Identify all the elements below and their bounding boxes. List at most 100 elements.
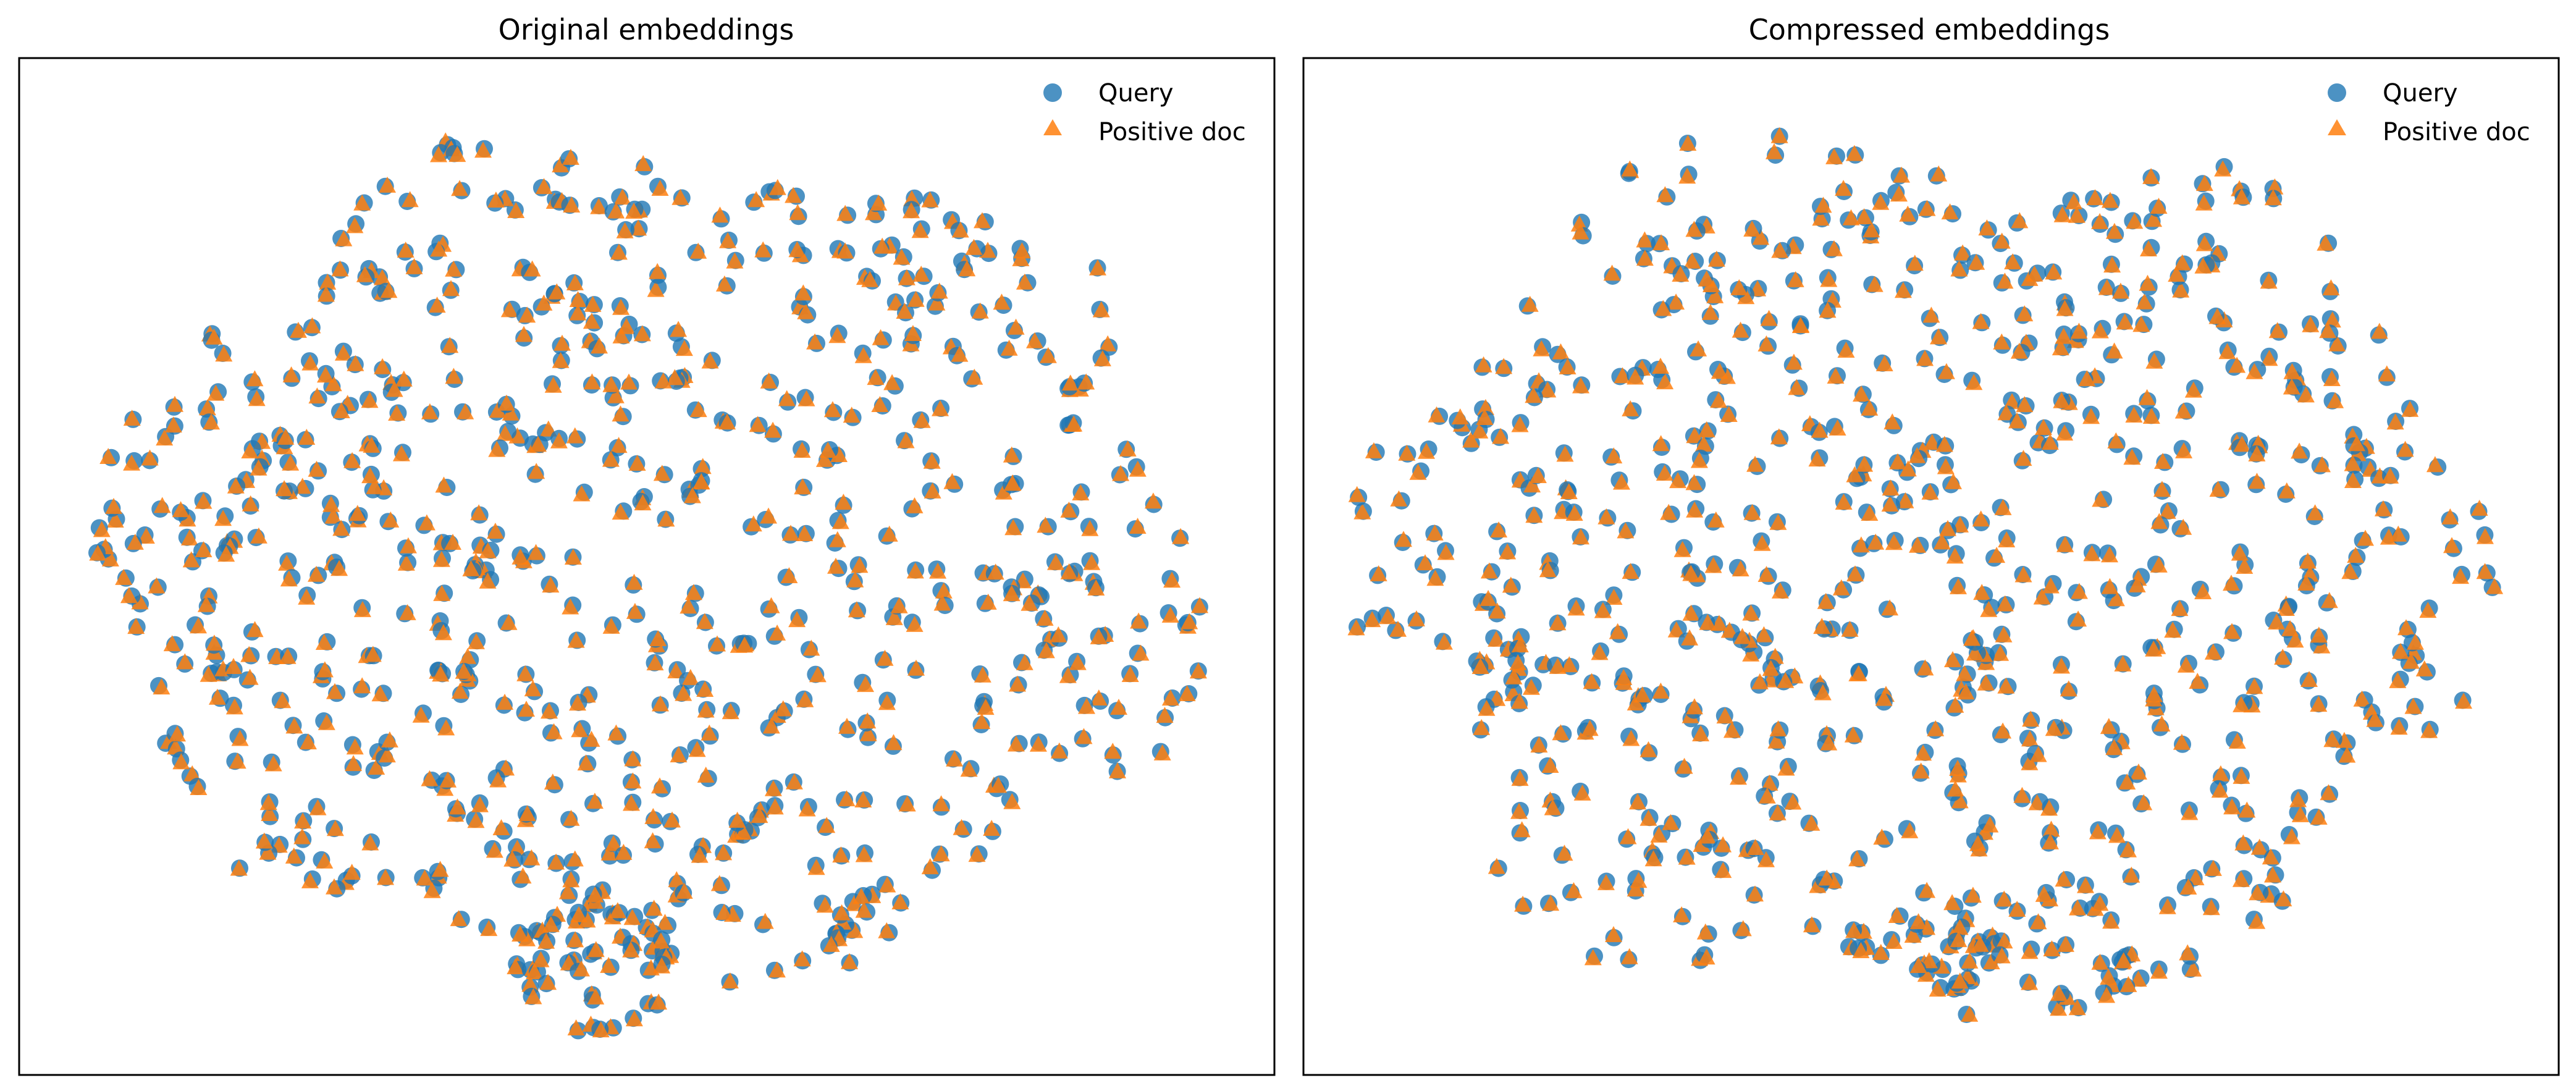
positive-doc-point [2300, 671, 2318, 687]
positive-doc-point [1565, 505, 1583, 521]
positive-doc-point [392, 445, 410, 461]
positive-doc-point [2212, 765, 2229, 781]
positive-doc-point [326, 820, 344, 836]
positive-doc-point [2286, 631, 2304, 648]
positive-doc-point [1861, 505, 1879, 521]
positive-doc-point [163, 635, 181, 652]
positive-doc-point [649, 263, 667, 279]
positive-doc-point [1904, 927, 1922, 943]
positive-doc-point [1530, 736, 1548, 753]
positive-doc-point [649, 630, 667, 646]
positive-doc-point [1762, 660, 1780, 676]
positive-doc-point [721, 972, 739, 988]
positive-doc-point [1627, 880, 1644, 897]
positive-doc-point [1961, 1005, 1979, 1022]
positive-doc-point [2035, 419, 2052, 436]
positive-doc-point [566, 850, 584, 867]
positive-doc-point [766, 798, 784, 815]
positive-doc-point [973, 713, 991, 730]
positive-doc-point [2202, 899, 2220, 916]
positive-doc-point [1395, 531, 1412, 547]
positive-doc-point [933, 594, 951, 611]
positive-doc-point [570, 906, 587, 922]
positive-doc-point [1937, 458, 1955, 474]
positive-doc-point [1758, 787, 1776, 804]
positive-doc-point [762, 717, 780, 734]
positive-doc-point [378, 746, 396, 763]
positive-doc-point [1927, 720, 1945, 736]
positive-doc-point [319, 273, 337, 290]
positive-doc-point [1718, 368, 1736, 384]
positive-doc-point [356, 266, 374, 282]
positive-doc-point [838, 790, 856, 807]
positive-doc-point [600, 844, 618, 861]
positive-doc-point [796, 691, 814, 707]
positive-doc-point [586, 886, 604, 903]
positive-doc-point [430, 240, 448, 257]
positive-doc-point [652, 932, 670, 949]
positive-doc-point [137, 528, 155, 544]
positive-doc-point [2328, 335, 2346, 352]
positive-doc-point [2041, 434, 2059, 450]
positive-doc-point [1016, 654, 1033, 670]
positive-doc-point [2402, 652, 2420, 669]
positive-doc-point [566, 274, 584, 290]
positive-doc-point [2021, 754, 2039, 770]
positive-doc-point [569, 694, 586, 711]
positive-doc-point [2378, 365, 2396, 382]
positive-doc-point [361, 392, 379, 408]
positive-doc-point [701, 352, 719, 369]
positive-doc-point [2021, 730, 2039, 747]
positive-doc-point [1398, 444, 1416, 461]
positive-doc-point [890, 597, 908, 613]
positive-doc-point [774, 700, 792, 717]
positive-doc-point [624, 750, 642, 767]
positive-doc-point [432, 550, 450, 567]
positive-doc-point [921, 191, 939, 208]
positive-doc-point [1389, 620, 1407, 637]
positive-doc-point [2404, 697, 2422, 714]
positive-doc-point [754, 241, 772, 258]
positive-doc-point [567, 631, 585, 648]
positive-doc-point [1690, 340, 1707, 356]
positive-doc-point [1644, 850, 1662, 867]
positive-doc-point [652, 695, 669, 712]
positive-doc-point [1996, 595, 2014, 612]
positive-doc-point [242, 495, 259, 512]
positive-doc-point [1686, 427, 1704, 444]
positive-doc-point [1965, 374, 1983, 390]
positive-doc-point [503, 850, 521, 867]
positive-doc-point [148, 577, 166, 594]
positive-doc-point [101, 550, 119, 567]
positive-doc-point [836, 204, 854, 221]
positive-doc-point [89, 544, 107, 561]
positive-doc-point [2082, 408, 2100, 424]
positive-doc-point [2108, 827, 2126, 843]
positive-doc-point [1092, 301, 1110, 318]
positive-doc-point [990, 777, 1008, 793]
positive-doc-point [441, 337, 459, 353]
positive-doc-point [141, 449, 159, 466]
positive-doc-point [571, 721, 589, 738]
positive-doc-point [285, 717, 303, 734]
positive-doc-point [455, 662, 473, 679]
positive-doc-point [2055, 327, 2073, 344]
positive-doc-point [1686, 501, 1704, 518]
positive-doc-point [445, 368, 463, 384]
positive-doc-point [2238, 801, 2256, 818]
positive-doc-point [697, 766, 715, 783]
positive-doc-point [566, 427, 584, 444]
positive-doc-point [227, 477, 245, 494]
positive-doc-point [607, 202, 625, 219]
positive-doc-point [1163, 571, 1181, 588]
positive-doc-point [796, 525, 814, 541]
positive-doc-point [2132, 316, 2150, 332]
positive-doc-point [346, 738, 364, 755]
positive-doc-point [2068, 999, 2086, 1016]
positive-doc-point [1909, 957, 1927, 973]
positive-doc-point [2011, 212, 2029, 229]
positive-doc-point [2353, 690, 2371, 707]
positive-doc-point [2070, 583, 2088, 599]
positive-doc-point [1961, 952, 1979, 969]
positive-doc-point [379, 176, 396, 193]
